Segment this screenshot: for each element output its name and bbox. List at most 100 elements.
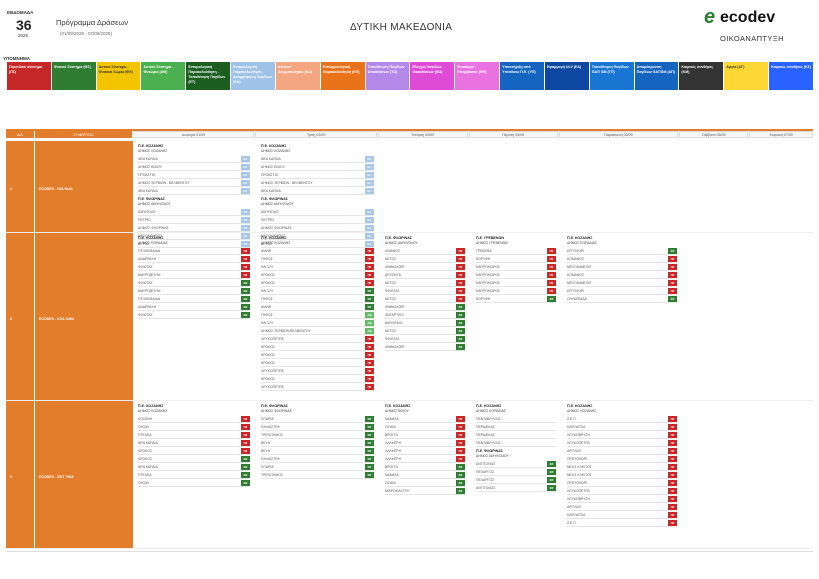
legend-title: ΥΠΟΜΝΗΜΑ xyxy=(3,56,30,61)
table-header: Α/Α ΣΥΝΕΡΓΕΙΟ Δευτέρα 01/09 Τρίτη 02/09 Τετά… xyxy=(6,131,813,138)
day-cell: Π.Ε. ΚΟΖΑΝΗΣ ΔΗΜΟΣ ΚΟΖΑΝΗΣ ΝΕΑ ΚΑΡΔΙΑ ΕΑ ΔΗΜ… xyxy=(138,142,250,248)
legend-item: Εντομολογική Παρακολούθηση - Αναρρόφηση … xyxy=(231,62,275,90)
activity-tag: ΠΣ xyxy=(456,263,465,270)
location-item: ΑΝΤΑΡΤΙΚΟ ΦΣ xyxy=(385,311,465,319)
location-item: ΑΕΤΟΣ ΠΣ xyxy=(385,279,465,287)
location-name: ΑΕΤΟΣ xyxy=(385,296,397,301)
location-item: ΠΡΟΑΣΤΙΟ ΕΑ xyxy=(138,171,250,179)
location-name: ΜΕΣΟΚΑΜΠΟΣ xyxy=(138,233,163,238)
location-name: ΠΕΤΡΕΣ xyxy=(138,217,152,222)
activity-tag: ΠΣ xyxy=(456,247,465,254)
column-header: ΣΥΝΕΡΓΕΙΟ xyxy=(34,131,133,138)
activity-tag: ΠΣ xyxy=(241,447,250,454)
activity-tag: ΠΣ xyxy=(668,455,677,462)
location-name: ΚΡΟΚΟΣ xyxy=(261,272,276,277)
location-name: ΑΡΓΙΛΟΣ xyxy=(567,504,582,509)
location-item: ΟΙΚΟΝ ΦΣ xyxy=(138,479,250,487)
location-name: ΦΙΛΩΤΑΣ xyxy=(138,264,153,269)
location-name: ΚΡΟΚΟΣ xyxy=(138,448,153,453)
row-number-label: 3 xyxy=(10,474,12,479)
location-name: ΧΑΛΚΕΡΗ xyxy=(385,456,402,461)
unit-heading: Π.Ε. ΦΛΩΡΙΝΑΣ xyxy=(476,449,503,453)
activity-tag: ΠΣ xyxy=(456,423,465,430)
activity-tag: ΠΣ xyxy=(365,375,374,382)
location-item: ΧΑΛΚΕΡΗ ΠΣ xyxy=(385,447,465,455)
legend-item: Περιοδικό σύστημα (ΠΣ) xyxy=(7,62,51,90)
activity-tag: ΕΑ xyxy=(241,187,250,194)
activity-tag: ΠΣ xyxy=(668,431,677,438)
location-item: ΔΗΜΟΣ ΒΟΙΟΥ ΕΑ xyxy=(138,163,250,171)
unit-heading: Π.Ε. ΚΟΖΑΝΗΣ xyxy=(261,236,287,240)
activity-tag: ΦΣ xyxy=(456,311,465,318)
activity-tag: ΕΑ xyxy=(241,240,250,247)
activity-tag: ΠΣ xyxy=(547,255,556,262)
day-cell: Π.Ε. ΦΛΩΡΙΝΑΣ ΔΗΜΟΣ ΦΛΩΡΙΝΑΣ ΣΙΤΑΡΙΑ ΦΣ ΠΑΛΑ… xyxy=(261,402,374,479)
area-section: Π.Ε. ΦΛΩΡΙΝΑΣ ΔΗΜΟΣ ΑΜΥΝΤΑΙΟΥ ΑΝΤΙΓΟΝΟΣ ΦΣ Π… xyxy=(476,449,556,492)
activity-tag: ΠΣ xyxy=(668,471,677,478)
location-name: ΜΑΥΡΟΝΟΡΟΣ xyxy=(476,272,501,277)
activity-tag: ΑΦ xyxy=(365,327,374,334)
area-section: Π.Ε. ΚΟΖΑΝΗΣ ΔΗΜΟΣ ΕΟΡΔΑΙΑΣ ΠΤΟΛΕΜΑΙΔΑ ΠΣ ΑΝ… xyxy=(138,236,250,319)
unit-heading: Π.Ε. ΦΛΩΡΙΝΑΣ xyxy=(261,404,288,408)
activity-tag: ΠΣ xyxy=(365,335,374,342)
activity-tag: ΕΑ xyxy=(241,171,250,178)
location-item: ΠΕΛΑΡΓΟΣ ΦΣ xyxy=(476,468,556,476)
location-item: ΚΡΟΚΟΣ ΠΣ xyxy=(261,351,374,359)
location-item: ΦΙΛΩΤΑΣ ΦΣ xyxy=(138,311,250,319)
location-item: ΑΜΥΝΤΑΙΟ ΦΣ xyxy=(385,319,465,327)
location-name: ΑΙΑΝΗ xyxy=(261,248,272,253)
municipality-heading: ΔΗΜΟΣ ΚΟΖΑΝΗΣ xyxy=(138,149,168,153)
day-cell: Π.Ε. ΚΟΖΑΝΗΣ ΔΗΜΟΣ ΚΟΖΑΝΗΣ Ζ.Ε.Π. ΠΣ ΚΑΡΥΔΙΤ… xyxy=(567,402,677,527)
location-item: ΛΙΜΝΟΧΩΡΙ ΦΣ xyxy=(385,303,465,311)
activity-tag: ΠΣ xyxy=(241,255,250,262)
ecodev-logo: e ecodev ΟΙΚΟΑΝΑΠΤΥΞΗ xyxy=(700,6,810,48)
location-name: ΛΙΜΝΟΧΩΡΙ xyxy=(385,264,405,269)
row-number: 3 xyxy=(6,401,34,548)
location-item: ΚΑΙ ΣΛΙ ΦΣ xyxy=(261,287,374,295)
location-name: ΓΡΕΒΕΝΑ xyxy=(476,248,492,253)
crew-name: ECODEV - ΚΖΑ 6494 xyxy=(35,233,133,400)
location-name: ΛΕΥΚΟΠΕΤΡΑ xyxy=(261,368,284,373)
location-name: ΚΡΟΚΟΣ xyxy=(261,344,276,349)
column-header: Τρίτη 02/09 xyxy=(255,131,378,138)
location-name: ΝΑΜΑΤΑ xyxy=(385,416,399,421)
location-item: ΑΡΓΙΛΟΣ ΠΣ xyxy=(567,447,677,455)
location-item: ΒΡΟΓΓΑ ΦΣ xyxy=(385,463,465,471)
location-name: ΔΗΜΟΣ ΣΕΡΒΙΩΝ - ΒΕΛΒΕΝΤΟΥ xyxy=(138,180,190,185)
row-number: 1 xyxy=(6,141,34,232)
activity-tag: ΕΑ xyxy=(365,187,374,194)
location-item: ΛΕΥΚΟΠΕΤΡΑ ΠΣ xyxy=(567,487,677,495)
location-name: ΚΑΙ ΣΛΙ xyxy=(261,288,273,293)
day-cell: Π.Ε. ΚΟΖΑΝΗΣ ΔΗΜΟΣ ΒΟΙΟΥ ΝΑΜΑΤΑ ΠΣ ΣΙΣΑΝΙ ΠΣ Β… xyxy=(385,402,465,495)
location-item: ΑΙΑΝΗ ΦΣ xyxy=(261,303,374,311)
location-item: ΚΡΟΚΟΣ ΠΣ xyxy=(261,271,374,279)
region-title: ΔΥΤΙΚΗ ΜΑΚΕΔΟΝΙΑ xyxy=(350,22,453,33)
location-item: Ζ.Ε.Π. ΠΣ xyxy=(567,415,677,423)
location-item: ΛΕΥΚΟΠΕΤΡΑ ΠΣ xyxy=(261,335,374,343)
location-name: ΑΡΓΙΛΟΣ xyxy=(567,448,582,453)
location-item: ΝΕΑ ΚΑΡΔΙΑ ΠΣ xyxy=(138,439,250,447)
unit-heading: Π.Ε. ΚΟΖΑΝΗΣ xyxy=(567,236,593,240)
column-header: Δευτέρα 01/09 xyxy=(133,131,255,138)
location-item: ΑΜΥΝΤΑΙΟ ΕΑ xyxy=(261,208,374,216)
column-header: Πέμπτη 04/09 xyxy=(468,131,558,138)
legend-item: Κόκκοι / Δειγματοληψία (ΚΔ) xyxy=(275,62,320,90)
week-year: 2025 xyxy=(18,33,29,38)
location-item: ΛΕΥΚΟΠΕΤΡΑ ΠΣ xyxy=(261,383,374,391)
day-cell: Π.Ε. ΓΡΕΒΕΝΩΝ ΔΗΜΟΣ ΓΡΕΒΕΝΩΝ ΓΡΕΒΕΝΑ ΠΣ ΚΟΡΥ… xyxy=(476,234,556,303)
location-item: ΑΝΑΡΡΑΧΗ ΠΣ xyxy=(138,255,250,263)
day-cell: Π.Ε. ΚΟΖΑΝΗΣ ΔΗΜΟΣ ΚΟΖΑΝΗΣ ΝΕΑ ΚΑΡΔΙΑ ΕΑ ΔΗΜ… xyxy=(261,142,374,248)
location-name: ΣΙΤΑΡΙΑ xyxy=(261,464,274,469)
location-name: ΝΕΑ ΚΑΡΔΙΑ xyxy=(261,156,281,161)
activity-tag: ΠΣ xyxy=(668,503,677,510)
activity-tag: ΦΣ xyxy=(456,487,465,494)
location-name: Ζ.Ε.Π. xyxy=(567,520,577,525)
legend-item: Καιρικές συνθήκες (ΚΜ) xyxy=(679,62,724,90)
activity-tag: ΦΣ xyxy=(365,439,374,446)
location-item: ΑΝΤΙΓΟΝΟΣ ΦΣ xyxy=(476,484,556,492)
activity-tag: ΦΣ xyxy=(365,423,374,430)
location-item: ΑΝΤΙΓΟΝΟΣ ΦΣ xyxy=(476,460,556,468)
location-item: ΝΕΟΣ ΚΛΕΙΤΟΣ ΠΣ xyxy=(567,463,677,471)
unit-heading: Π.Ε. ΓΡΕΒΕΝΩΝ xyxy=(476,236,505,240)
municipality-heading: ΔΗΜΟΣ ΑΜΥΝΤΑΙΟΥ xyxy=(261,202,294,206)
